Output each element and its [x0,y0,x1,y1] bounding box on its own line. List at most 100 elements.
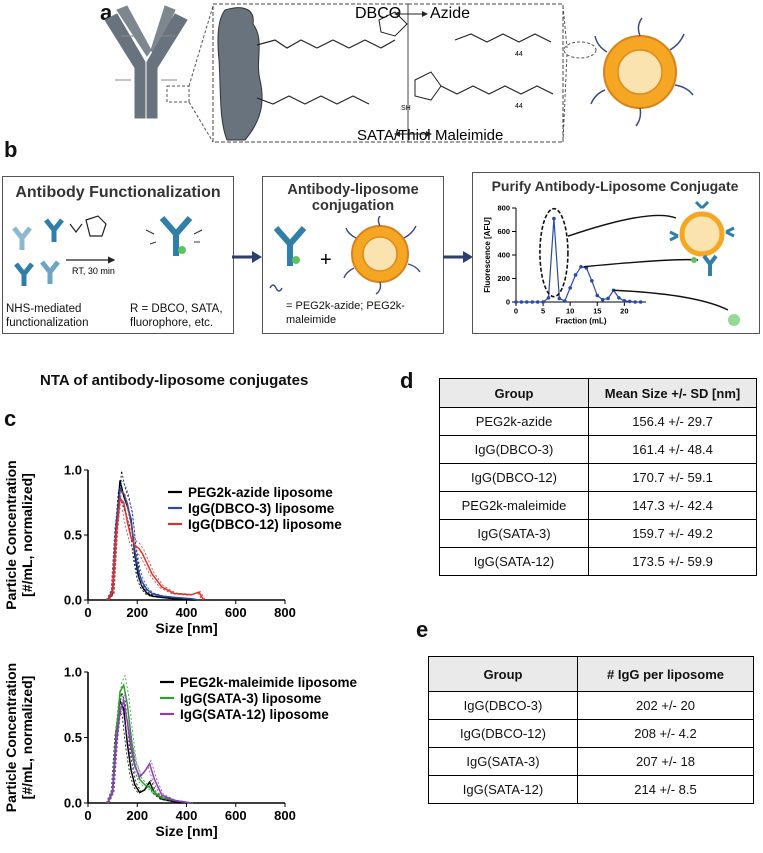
igg-table-header-group: Group [428,656,578,692]
functionalized-antibody-icon [159,216,193,256]
table-row: IgG(SATA-12) 214 +/- 8.5 [428,775,754,804]
y-tick-label: 1.0 [64,665,82,680]
legend-label: IgG(DBCO-12) liposome [188,517,342,532]
y-tick-label: 800 [497,204,510,213]
group-cell: IgG(SATA-3) [439,519,589,548]
data-point [530,300,535,304]
antibody-icon [104,5,188,119]
legend-label: IgG(DBCO-3) liposome [188,501,335,516]
table-row: IgG(SATA-3) 207 +/- 18 [428,747,754,776]
liposome-icon [343,216,421,295]
igg-table: Group # IgG per liposome IgG(DBCO-3) 202 … [428,656,754,804]
x-tick-label: 800 [274,605,296,620]
y-tick-label: 0 [506,298,510,307]
panel-label-c: c [4,406,17,431]
size-cell: 161.4 +/- 48.4 [588,435,757,464]
nhs-note: NHS-mediated functionalization [6,303,89,329]
protein-blob-icon [217,7,263,141]
x-tick-label: 800 [274,808,296,823]
peak-highlight [539,207,569,298]
y-axis-label: Fluorescence [AFU] [483,217,492,293]
antibody-icon [12,218,64,286]
y-axis-label: Particle Concentration [3,460,19,609]
group-cell: IgG(DBCO-3) [428,691,578,720]
free-fluorophore-icon [728,314,740,326]
table-row: IgG(SATA-12) 173.5 +/- 59.9 [439,547,757,576]
nta-chart-maleimide: 0 200 400 600 800 0.0 0.5 1.0 Size [nm] Particle … [3,663,358,839]
data-point [514,300,518,304]
x-tick-label: 400 [176,605,198,620]
x-tick-label: 600 [225,605,247,620]
x-axis-label: Fraction (mL) [555,317,606,326]
r-group-note: R = DBCO, SATA, fluorophore, etc. [130,303,223,329]
antibody-icon [273,226,307,266]
series-line [107,480,199,601]
panel-label-b: b [4,137,18,162]
size-table: Group Mean Size +/- SD [nm] PEG2k-azide 1… [439,378,757,576]
arrow-to-fluorophore [613,289,729,311]
series-error-lower [105,707,191,804]
data-point [579,264,583,269]
x-tick-label: 0 [84,605,91,620]
arrow-to-conjugate [567,214,677,237]
conjugate-liposome-icon [679,211,725,257]
x-tick-label: 0 [84,808,91,823]
y-axis-label: Particle Concentration [3,663,19,812]
series-line [107,697,192,804]
data-point [557,296,562,301]
size-cell: 159.7 +/- 49.2 [588,519,757,548]
legend-label: PEG2k-maleimide liposome [180,675,358,690]
plus-sign: + [320,249,332,271]
x-tick-label: 200 [126,605,148,620]
functionalization-box [2,176,234,334]
x-tick-label: 0 [514,307,518,316]
size-cell: 147.3 +/- 42.4 [588,491,757,520]
x-tick-label: 15 [593,307,601,316]
count-cell: 202 +/- 20 [577,691,754,720]
size-table-header-size: Mean Size +/- SD [nm] [588,378,757,408]
legend-label: IgG(SATA-12) liposome [180,707,329,722]
peg-legend: = PEG2k-azide; PEG2k-maleimide [286,300,405,326]
functionalization-diagram: RT, 30 min [12,215,203,286]
conjugate-antibody-icon [669,200,735,242]
count-cell: 207 +/- 18 [577,747,754,776]
data-point [595,293,600,298]
nta-chart-azide: 0 200 400 600 800 0.0 0.5 1.0 Size [nm] Particle … [3,460,342,636]
size-cell: 173.5 +/- 59.9 [588,547,757,576]
free-antibody-icon [702,254,718,276]
table-row: PEG2k-azide 156.4 +/- 29.7 [439,407,757,436]
conjugation-title: Antibody-liposome conjugation [287,182,419,214]
x-axis-label: Size [nm] [155,823,217,839]
reaction-condition: RT, 30 min [72,266,115,276]
x-tick-label: 5 [541,307,545,316]
group-cell: IgG(SATA-3) [428,747,578,776]
y-tick-label: 200 [497,274,510,283]
series-error-upper [108,692,193,804]
y-tick-label: 1.0 [64,463,82,478]
data-point [546,296,551,300]
data-point [562,299,567,303]
y-tick-label: 0.5 [64,528,82,543]
series-error-lower [105,693,191,804]
azide-label: Azide [430,5,470,22]
data-point [573,273,578,277]
group-cell: IgG(DBCO-12) [439,463,589,492]
functionalization-title: Antibody Functionalization [15,184,221,201]
data-point [633,300,637,304]
table-row: IgG(DBCO-3) 202 +/- 20 [428,691,754,720]
y-tick-label: 600 [497,227,510,236]
table-row: PEG2k-maleimide 147.3 +/- 42.4 [439,491,757,520]
liposome-icon [590,17,694,127]
flow-arrow-2 [443,251,473,263]
data-point [519,300,524,304]
group-cell: IgG(SATA-12) [439,547,589,576]
y-axis-label: [#/mL, normalized] [19,473,35,597]
x-axis-label: Size [nm] [155,620,217,636]
legend-label: PEG2k-azide liposome [188,485,333,500]
igg-table-header-count: # IgG per liposome [577,656,754,692]
data-point [568,286,572,290]
data-point [622,299,627,303]
thiol-label: SH [401,105,411,112]
data-point [600,297,605,302]
dbco-label: DBCO [355,5,401,22]
